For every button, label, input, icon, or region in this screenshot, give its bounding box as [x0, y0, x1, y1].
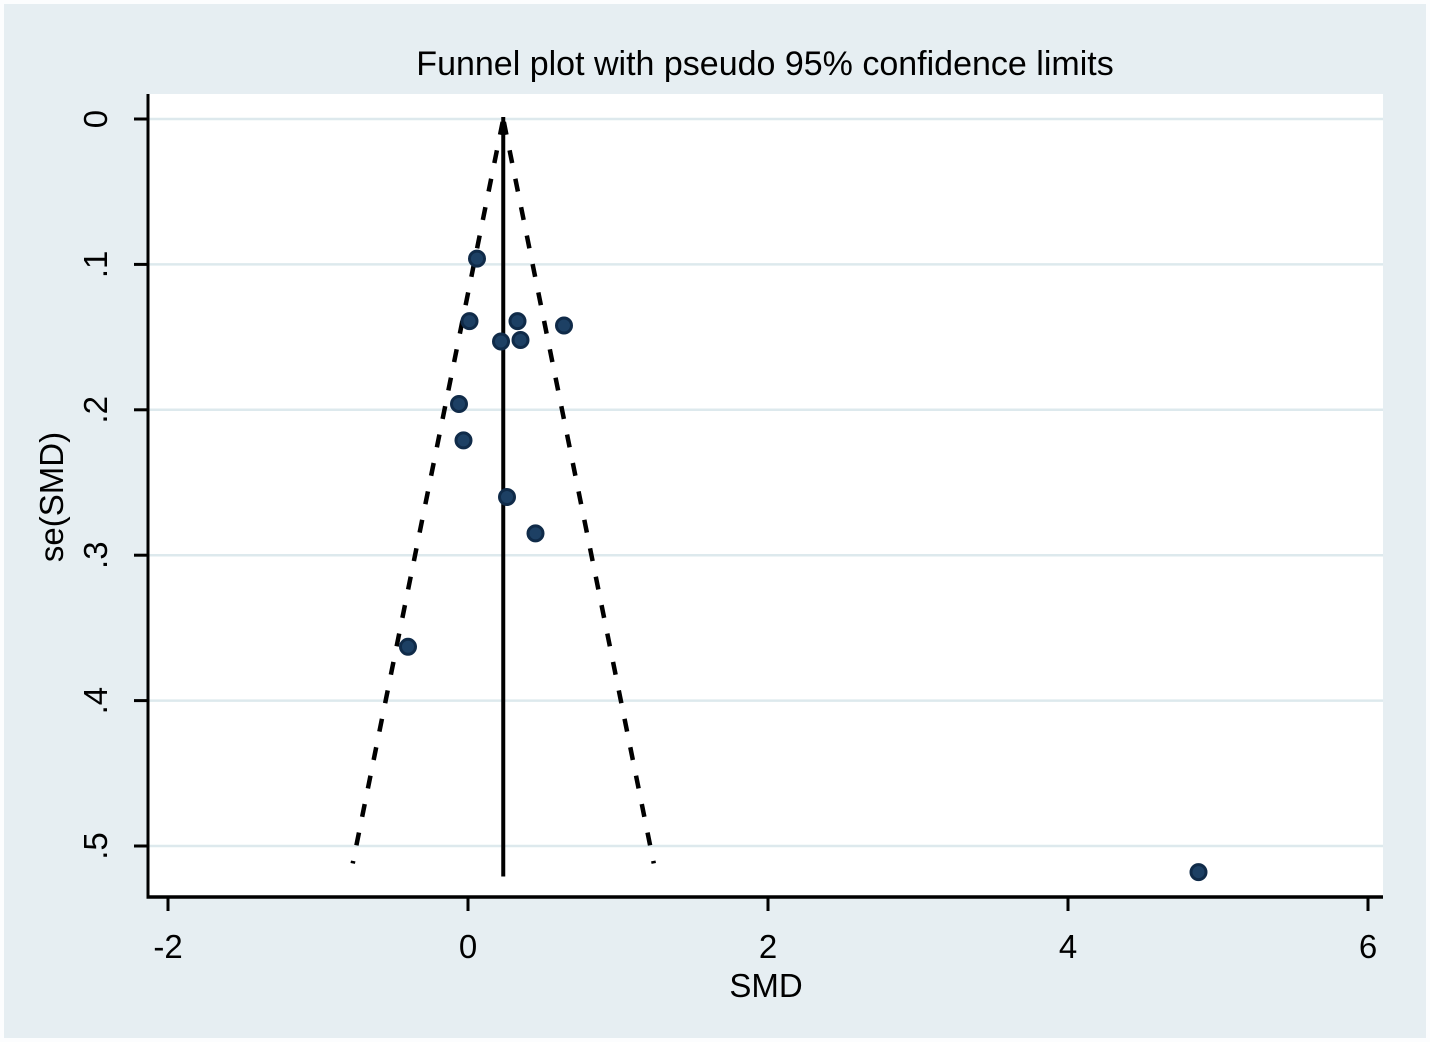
right-ci-line	[501, 121, 656, 864]
study-point	[460, 312, 479, 331]
study-point	[526, 524, 545, 543]
study-point	[508, 312, 527, 331]
y-tick-label: .1	[77, 251, 114, 279]
study-point	[511, 331, 530, 350]
plot-area	[148, 94, 1383, 897]
y-tick-label: .3	[77, 541, 114, 569]
left-ci-line	[350, 121, 505, 864]
axis-lines	[146, 94, 1383, 899]
y-axis-title: se(SMD)	[33, 432, 70, 562]
study-point	[1189, 863, 1208, 882]
tick-labels: -2 0 2 4 6 0 .1 .2 .3 .4 .5	[77, 110, 1377, 965]
study-point	[468, 249, 486, 268]
x-tick-label: 4	[1059, 928, 1077, 965]
study-point	[555, 316, 573, 335]
study-point	[399, 637, 417, 656]
study-point	[498, 488, 516, 507]
study-points	[399, 249, 1208, 882]
tick-marks	[134, 117, 1370, 911]
y-tick-label: .2	[77, 396, 114, 424]
x-tick-label: -2	[153, 928, 182, 965]
y-tick-label: .5	[77, 832, 114, 860]
chart-title: Funnel plot with pseudo 95% confidence l…	[416, 45, 1113, 83]
x-tick-label: 6	[1359, 928, 1377, 965]
study-point	[450, 394, 468, 413]
x-tick-label: 0	[459, 928, 477, 965]
x-tick-label: 2	[759, 928, 777, 965]
y-tick-label: .4	[77, 687, 114, 715]
y-tick-label: 0	[77, 110, 114, 128]
study-point	[492, 332, 510, 351]
x-axis-title: SMD	[729, 967, 802, 1004]
gridlines	[148, 117, 1383, 848]
study-point	[454, 431, 473, 450]
pseudo-ci-dashed-lines	[350, 121, 656, 864]
